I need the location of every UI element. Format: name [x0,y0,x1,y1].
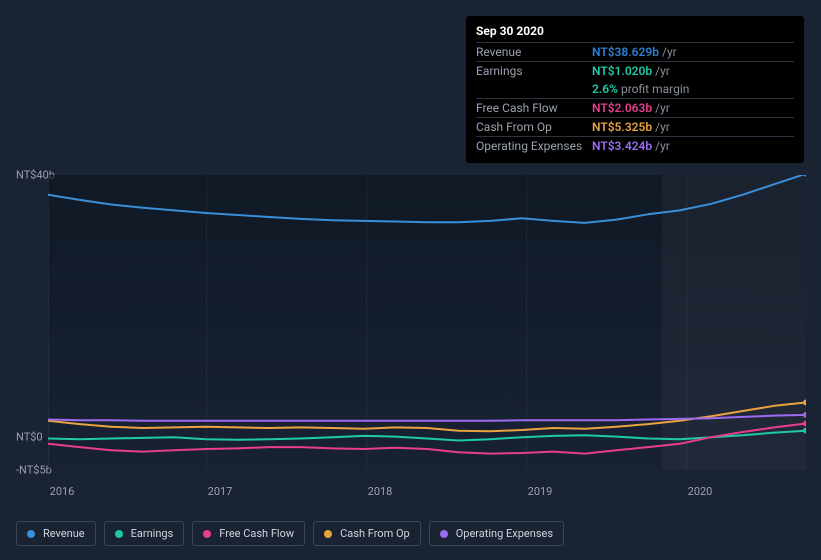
tooltip-row: EarningsNT$1.020b /yr [476,61,794,80]
tooltip-value: NT$2.063b [592,101,652,115]
tooltip-suffix: /yr [662,45,677,59]
series-line [48,175,806,223]
series-line [48,403,806,432]
chart-legend: Revenue Earnings Free Cash Flow Cash From O… [16,521,564,546]
x-axis-label: 2016 [50,485,75,498]
legend-item[interactable]: Earnings [104,521,185,546]
plot-area[interactable] [48,175,806,470]
tooltip-label: Earnings [476,64,592,78]
tooltip-row: Cash From OpNT$5.325b /yr [476,117,794,136]
series-end-marker [803,412,806,418]
series-end-marker [803,420,806,426]
tooltip-label: Cash From Op [476,120,592,134]
x-axis-label: 2018 [368,485,393,498]
x-axis-label: 2017 [208,485,233,498]
tooltip-value: NT$3.424b [592,139,652,153]
tooltip-label: Revenue [476,45,592,59]
y-axis-label: NT$0 [16,431,43,444]
series-end-marker [803,428,806,434]
legend-label: Operating Expenses [456,527,553,540]
chart-svg [48,175,806,470]
legend-item[interactable]: Revenue [16,521,96,546]
y-axis-label: -NT$5b [16,464,52,477]
series-end-marker [803,399,806,405]
tooltip-date: Sep 30 2020 [476,24,794,38]
tooltip-row: Free Cash FlowNT$2.063b /yr [476,98,794,117]
legend-dot-icon [203,530,211,538]
tooltip-row: RevenueNT$38.629b /yr [476,42,794,61]
tooltip-row: Operating ExpensesNT$3.424b /yr [476,136,794,155]
tooltip-value: NT$1.020b [592,64,652,78]
legend-item[interactable]: Operating Expenses [429,521,564,546]
legend-label: Cash From Op [340,527,410,540]
legend-dot-icon [115,530,123,538]
tooltip-label: Operating Expenses [476,139,592,153]
legend-label: Revenue [43,527,85,540]
tooltip-label: Free Cash Flow [476,101,592,115]
tooltip-suffix: profit margin [621,82,689,96]
legend-label: Free Cash Flow [219,527,294,540]
legend-label: Earnings [131,527,174,540]
legend-item[interactable]: Cash From Op [313,521,421,546]
tooltip-suffix: /yr [655,120,670,134]
legend-dot-icon [440,530,448,538]
tooltip-value: NT$38.629b [592,45,659,59]
legend-dot-icon [324,530,332,538]
tooltip-suffix: /yr [655,64,670,78]
financials-chart: NT$40bNT$0-NT$5b 20162017201820192020 [16,155,806,495]
tooltip-suffix: /yr [655,139,670,153]
tooltip-suffix: /yr [655,101,670,115]
tooltip-row: 2.6% profit margin [476,80,794,98]
x-axis-label: 2019 [528,485,553,498]
tooltip-value: 2.6% [592,82,618,96]
tooltip-label [476,82,592,96]
tooltip-value: NT$5.325b [592,120,652,134]
chart-tooltip: Sep 30 2020 RevenueNT$38.629b /yrEarning… [466,16,804,163]
legend-item[interactable]: Free Cash Flow [192,521,305,546]
series-end-marker [803,175,806,177]
x-axis-label: 2020 [688,485,713,498]
series-line [48,431,806,441]
legend-dot-icon [27,530,35,538]
